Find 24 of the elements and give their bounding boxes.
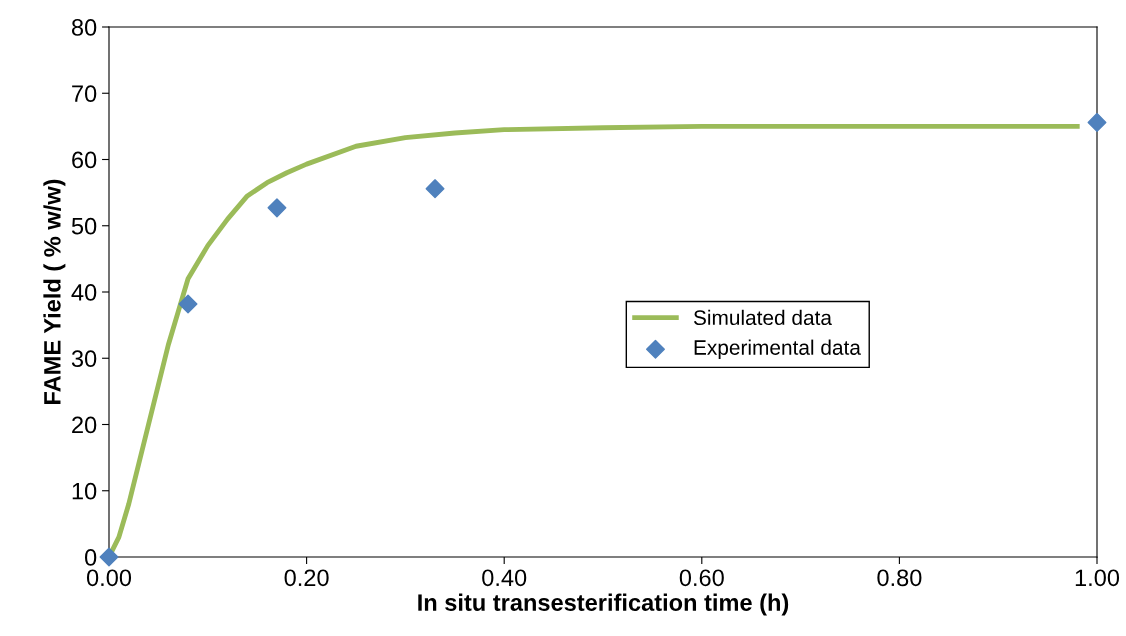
y-tick-label: 20 (72, 416, 97, 434)
y-tick-label: 30 (71, 350, 97, 368)
y-tick-label: 80 (71, 19, 97, 36)
x-tick-label: 0.80 (877, 569, 922, 587)
y-tick-label: 40 (71, 284, 97, 301)
y-tick-label: 50 (71, 217, 97, 235)
y-tick-label: 60 (72, 151, 97, 169)
x-axis-title: In situ transesterification time (h) (418, 593, 789, 616)
y-tick-label: 0 (84, 549, 97, 566)
x-tick-label: 0.20 (284, 569, 329, 587)
x-tick-label: 0.00 (86, 569, 132, 587)
y-tick-label: 10 (72, 482, 97, 500)
legend-label: Simulated data (693, 309, 832, 326)
x-tick-label: 0.40 (482, 569, 527, 587)
legend-label: Experimental data (694, 339, 861, 360)
x-tick-label: 0.60 (679, 569, 724, 587)
y-axis-title: FAME Yield ( % w/w) (43, 179, 66, 404)
point (178, 294, 198, 314)
point (1087, 112, 1107, 132)
point (267, 198, 287, 218)
point (425, 179, 445, 199)
x-tick-label: 1.00 (1075, 569, 1120, 587)
point (99, 547, 119, 567)
y-tick-label: 70 (72, 85, 97, 103)
